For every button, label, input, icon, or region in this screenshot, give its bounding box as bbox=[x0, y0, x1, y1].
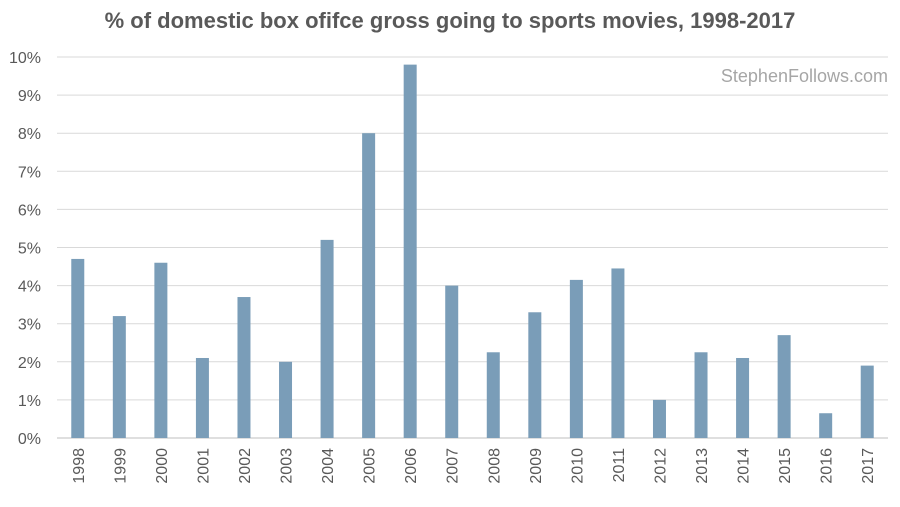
bar-2017 bbox=[860, 365, 874, 438]
y-tick-label: 0% bbox=[18, 431, 41, 448]
x-tick-label: 2011 bbox=[611, 448, 628, 483]
bar-2006 bbox=[403, 64, 417, 439]
x-tick-label: 2017 bbox=[860, 448, 877, 484]
bar-2010 bbox=[569, 279, 583, 438]
y-tick-label: 6% bbox=[18, 202, 41, 219]
bar-1999 bbox=[112, 316, 126, 438]
y-tick-label: 1% bbox=[18, 393, 41, 410]
bar-2001 bbox=[195, 357, 209, 438]
x-tick-label: 2010 bbox=[569, 448, 586, 484]
bar-2013 bbox=[694, 352, 708, 438]
x-tick-label: 2001 bbox=[195, 448, 212, 484]
bar-2000 bbox=[154, 262, 168, 438]
y-tick-label: 9% bbox=[18, 88, 41, 105]
x-tick-label: 2006 bbox=[403, 448, 420, 484]
y-tick-label: 4% bbox=[18, 279, 41, 296]
x-tick-label: 1999 bbox=[112, 448, 129, 484]
y-tick-label: 3% bbox=[18, 317, 41, 334]
x-tick-label: 2014 bbox=[736, 448, 753, 484]
x-tick-label: 1998 bbox=[71, 448, 88, 484]
x-tick-label: 2016 bbox=[819, 448, 836, 484]
bar-2015 bbox=[777, 335, 791, 438]
bar-2004 bbox=[320, 239, 334, 438]
y-tick-label: 5% bbox=[18, 241, 41, 258]
x-tick-label: 2002 bbox=[237, 448, 254, 484]
bars bbox=[71, 64, 874, 439]
bar-2003 bbox=[279, 361, 293, 438]
gridlines bbox=[57, 56, 888, 439]
y-tick-label: 7% bbox=[18, 164, 41, 181]
bar-2009 bbox=[528, 312, 542, 438]
x-tick-label: 2009 bbox=[528, 448, 545, 484]
y-tick-label: 8% bbox=[18, 126, 41, 143]
bar-2012 bbox=[652, 399, 666, 438]
x-tick-label: 2015 bbox=[777, 448, 794, 484]
chart-title: % of domestic box ofifce gross going to … bbox=[104, 8, 796, 33]
bar-2014 bbox=[736, 357, 750, 438]
x-axis-ticks: 1998 1999 2000 2001 2002 2003 2004 2005 2006 2007… bbox=[71, 448, 877, 484]
y-axis-ticks: 0% 1% 2% 3% 4% 5% 6% 7% 8% 9% 10% bbox=[9, 50, 41, 448]
x-tick-label: 2008 bbox=[486, 448, 503, 484]
bar-2007 bbox=[445, 285, 459, 438]
bar-2016 bbox=[819, 413, 833, 438]
bar-2011 bbox=[611, 268, 625, 438]
x-tick-label: 2000 bbox=[154, 448, 171, 484]
bar-1998 bbox=[71, 258, 85, 438]
watermark-text: StephenFollows.com bbox=[720, 66, 888, 86]
y-tick-label: 2% bbox=[18, 355, 41, 372]
bar-2008 bbox=[486, 352, 500, 438]
y-tick-label: 10% bbox=[9, 50, 41, 67]
x-tick-label: 2003 bbox=[279, 448, 296, 484]
bar-2002 bbox=[237, 297, 251, 438]
bar-2005 bbox=[362, 133, 376, 438]
x-tick-label: 2007 bbox=[445, 448, 462, 484]
x-tick-label: 2005 bbox=[362, 448, 379, 484]
x-tick-label: 2012 bbox=[652, 448, 669, 484]
x-tick-label: 2004 bbox=[320, 448, 337, 484]
x-tick-label: 2013 bbox=[694, 448, 711, 484]
